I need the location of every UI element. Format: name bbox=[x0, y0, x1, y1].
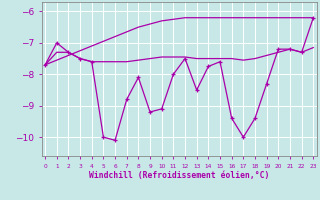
X-axis label: Windchill (Refroidissement éolien,°C): Windchill (Refroidissement éolien,°C) bbox=[89, 171, 269, 180]
